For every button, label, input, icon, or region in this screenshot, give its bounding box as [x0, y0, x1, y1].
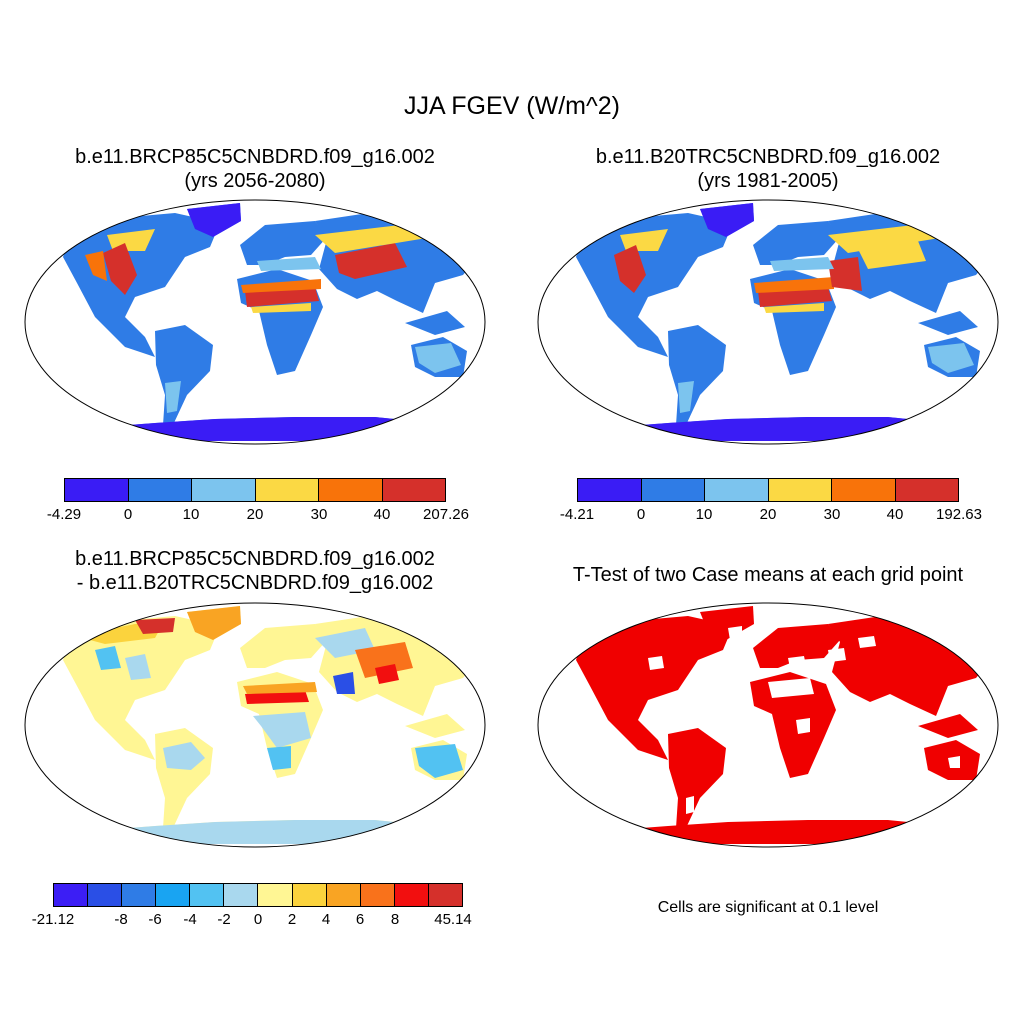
colorbar-labels-bottom-left: -21.12 -8 -6 -4 -2 0 2 4 6 8 45.14 [32, 911, 472, 931]
panel-title-top-right: b.e11.B20TRC5CNBDRD.f09_g16.002 (yrs 198… [528, 145, 1008, 193]
colorbar-swatch [88, 884, 123, 906]
colorbar-swatch [128, 479, 192, 501]
panel-title-line1: b.e11.BRCP85C5CNBDRD.f09_g16.002 [75, 548, 435, 570]
colorbar-swatch [428, 884, 462, 906]
colorbar-swatch [394, 884, 429, 906]
panel-title-line1: b.e11.BRCP85C5CNBDRD.f09_g16.002 [75, 146, 435, 168]
colorbar-swatch [192, 479, 256, 501]
colorbar-swatch [578, 479, 642, 501]
colorbar-labels-top-left: -4.29 0 10 20 30 40 207.26 [47, 506, 469, 526]
colorbar-swatch [156, 884, 191, 906]
colorbar-label: 20 [759, 506, 777, 523]
colorbar-swatch [326, 884, 361, 906]
colorbar-label: 2 [287, 911, 297, 928]
colorbar-swatch [360, 884, 395, 906]
colorbar-label: 192.63 [936, 506, 982, 523]
colorbar-label: -4.29 [46, 506, 82, 523]
colorbar-label: 40 [886, 506, 904, 523]
colorbar-label: 0 [253, 911, 263, 928]
colorbar-label: -4.21 [559, 506, 595, 523]
colorbar-swatch [705, 479, 769, 501]
colorbar-top-right [577, 478, 959, 502]
colorbar-swatch [382, 479, 445, 501]
colorbar-label: -6 [148, 911, 162, 928]
map-top-left [24, 199, 486, 445]
colorbar-swatch [832, 479, 896, 501]
colorbar-swatch [258, 884, 293, 906]
colorbar-label: -4 [183, 911, 197, 928]
colorbar-label: 10 [695, 506, 713, 523]
main-title: JJA FGEV (W/m^2) [404, 92, 620, 120]
colorbar-label: 8 [390, 911, 400, 928]
colorbar-label: 30 [310, 506, 328, 523]
colorbar-swatch [641, 479, 705, 501]
colorbar-swatch [65, 479, 129, 501]
colorbar-swatch [768, 479, 832, 501]
map-top-right [537, 199, 999, 445]
panel-title-line1: b.e11.B20TRC5CNBDRD.f09_g16.002 [595, 146, 941, 168]
significance-note: Cells are significant at 0.1 level [657, 899, 879, 916]
panel-title-bottom-left: b.e11.BRCP85C5CNBDRD.f09_g16.002 - b.e11… [15, 547, 495, 595]
colorbar-label: -8 [114, 911, 128, 928]
panel-title-line2: (yrs 2056-2080) [184, 170, 326, 192]
colorbar-swatch [122, 884, 157, 906]
colorbar-label: 45.14 [434, 911, 472, 928]
colorbar-bottom-left [53, 883, 463, 907]
colorbar-swatch [255, 479, 319, 501]
colorbar-label: 10 [182, 506, 200, 523]
colorbar-swatch [319, 479, 383, 501]
colorbar-top-left [64, 478, 446, 502]
colorbar-labels-top-right: -4.21 0 10 20 30 40 192.63 [560, 506, 982, 526]
map-bottom-left [24, 602, 486, 848]
colorbar-label: 6 [355, 911, 365, 928]
colorbar-swatch [895, 479, 958, 501]
colorbar-label: 207.26 [423, 506, 469, 523]
colorbar-label: 0 [123, 506, 133, 523]
colorbar-label: -21.12 [31, 911, 75, 928]
map-bottom-right [537, 602, 999, 848]
colorbar-label: 0 [636, 506, 646, 523]
panel-title-top-left: b.e11.BRCP85C5CNBDRD.f09_g16.002 (yrs 20… [15, 145, 495, 193]
colorbar-swatch [224, 884, 259, 906]
colorbar-swatch [190, 884, 225, 906]
colorbar-label: 20 [246, 506, 264, 523]
colorbar-swatch [292, 884, 327, 906]
colorbar-label: 30 [823, 506, 841, 523]
colorbar-swatch [54, 884, 89, 906]
colorbar-label: 40 [373, 506, 391, 523]
panel-title-line2: - b.e11.B20TRC5CNBDRD.f09_g16.002 [76, 572, 434, 594]
colorbar-label: 4 [321, 911, 331, 928]
panel-title-bottom-right: T-Test of two Case means at each grid po… [572, 564, 964, 586]
panel-title-line2: (yrs 1981-2005) [697, 170, 839, 192]
colorbar-label: -2 [217, 911, 231, 928]
